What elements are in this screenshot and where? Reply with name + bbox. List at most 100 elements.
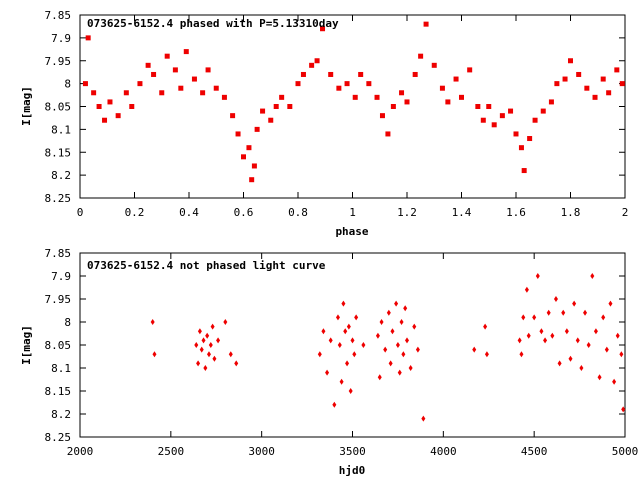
phased-data-point	[344, 81, 350, 87]
unphased-x-tick-label: 4000	[430, 445, 457, 458]
phased-data-point	[328, 71, 334, 77]
unphased-data-point	[388, 360, 393, 367]
unphased-data-point	[328, 337, 333, 344]
phased-data-point	[390, 104, 396, 109]
phased-data-point	[159, 90, 165, 96]
phased-data-point	[254, 126, 260, 132]
phased-data-point	[91, 90, 97, 96]
unphased-data-point	[205, 332, 210, 339]
phased-axis-ticks: 0 0.2 0.4 0.6 0.8 1 1.2 1.4 1.6 1.8 2 7.85 7.9 7.95 8 8…	[45, 9, 629, 219]
unphased-y-tick-label: 8.25	[45, 431, 72, 444]
phased-data-point	[309, 62, 315, 68]
unphased-data-point	[397, 369, 402, 376]
unphased-data-point	[194, 342, 199, 348]
phased-data-point	[200, 90, 206, 96]
unphased-data-point	[546, 309, 551, 316]
phased-data-point	[532, 117, 538, 123]
phased-data-point	[518, 145, 524, 151]
phased-data-point	[486, 104, 492, 109]
phased-x-axis-label: phase	[335, 225, 368, 238]
phased-y-tick-label: 8.2	[51, 169, 71, 182]
unphased-data-point	[572, 300, 577, 307]
unphased-x-tick-label: 5000	[612, 445, 639, 458]
unphased-data-point	[352, 351, 357, 358]
unphased-data-point	[216, 337, 221, 344]
unphased-data-point	[612, 378, 617, 385]
phased-y-tick-label: 8	[64, 78, 71, 91]
phased-data-point	[423, 21, 429, 27]
unphased-data-point	[390, 328, 395, 335]
phased-data-point	[352, 94, 358, 100]
phased-data-point	[82, 81, 88, 87]
phased-data-point	[385, 131, 391, 137]
phased-data-point	[453, 76, 459, 82]
phased-data-point	[102, 117, 108, 123]
phased-data-point	[554, 81, 560, 87]
unphased-data-point	[228, 351, 233, 358]
unphased-data-point	[346, 323, 351, 330]
phased-data-point	[221, 94, 227, 100]
phased-data-point	[115, 113, 121, 119]
phased-data-point	[358, 71, 364, 77]
unphased-data-point	[621, 406, 626, 413]
unphased-data-point	[321, 328, 326, 335]
unphased-data-point	[557, 360, 562, 367]
unphased-data-point	[394, 300, 399, 307]
unphased-data-point	[203, 365, 208, 371]
unphased-data-point	[234, 360, 239, 367]
unphased-data-point	[386, 309, 391, 316]
unphased-data-point	[521, 314, 526, 321]
phased-data-point	[548, 99, 554, 105]
phased-data-point	[151, 71, 157, 77]
unphased-data-point	[593, 328, 598, 335]
phased-x-tick-label: 1.2	[397, 206, 417, 219]
phased-panel: 0 0.2 0.4 0.6 0.8 1 1.2 1.4 1.6 1.8 2 7.85 7.9 7.95 8 8…	[20, 9, 628, 238]
unphased-data-point	[421, 415, 426, 422]
phased-data-point	[260, 108, 266, 114]
unphased-data-point	[575, 337, 580, 344]
unphased-data-point	[395, 342, 400, 348]
unphased-data-point	[354, 314, 359, 321]
phased-y-tick-label: 8.1	[51, 123, 71, 136]
phased-data-point	[467, 67, 473, 73]
phased-data-point	[491, 122, 497, 128]
unphased-data-points	[150, 273, 626, 422]
unphased-data-point	[517, 337, 522, 344]
unphased-x-tick-label: 4500	[521, 445, 548, 458]
phased-x-tick-label: 1.6	[506, 206, 526, 219]
unphased-plot-frame	[79, 252, 626, 438]
phased-data-point	[314, 58, 320, 64]
unphased-data-point	[553, 296, 558, 302]
unphased-data-point	[325, 369, 330, 376]
unphased-data-point	[484, 351, 489, 358]
phased-x-tick-label: 0.8	[288, 206, 308, 219]
unphased-data-point	[196, 360, 201, 367]
phased-data-point	[513, 131, 519, 137]
phased-y-tick-label: 8.25	[45, 192, 72, 205]
unphased-data-point	[350, 337, 355, 344]
phased-data-point	[251, 163, 257, 169]
phased-data-point	[279, 94, 285, 100]
phased-data-point	[475, 104, 481, 109]
unphased-data-point	[532, 314, 537, 321]
phased-data-point	[379, 113, 385, 119]
phased-data-point	[600, 76, 606, 82]
unphased-data-point	[343, 328, 348, 335]
phased-data-point	[459, 94, 464, 100]
unphased-data-point	[383, 346, 388, 353]
phased-y-tick-label: 7.85	[45, 9, 72, 22]
phased-data-point	[320, 26, 326, 32]
unphased-data-point	[586, 342, 591, 348]
phased-data-point	[172, 67, 178, 73]
unphased-data-point	[539, 328, 544, 335]
phased-data-point	[412, 71, 418, 77]
phased-data-point	[418, 53, 424, 59]
unphased-data-point	[601, 314, 606, 321]
phased-x-tick-label: 2	[622, 206, 629, 219]
unphased-data-point	[535, 273, 540, 279]
phased-data-point	[249, 177, 255, 183]
phased-x-tick-label: 1.8	[561, 206, 581, 219]
phased-plot-frame	[79, 14, 626, 199]
unphased-x-tick-label: 2000	[67, 445, 94, 458]
